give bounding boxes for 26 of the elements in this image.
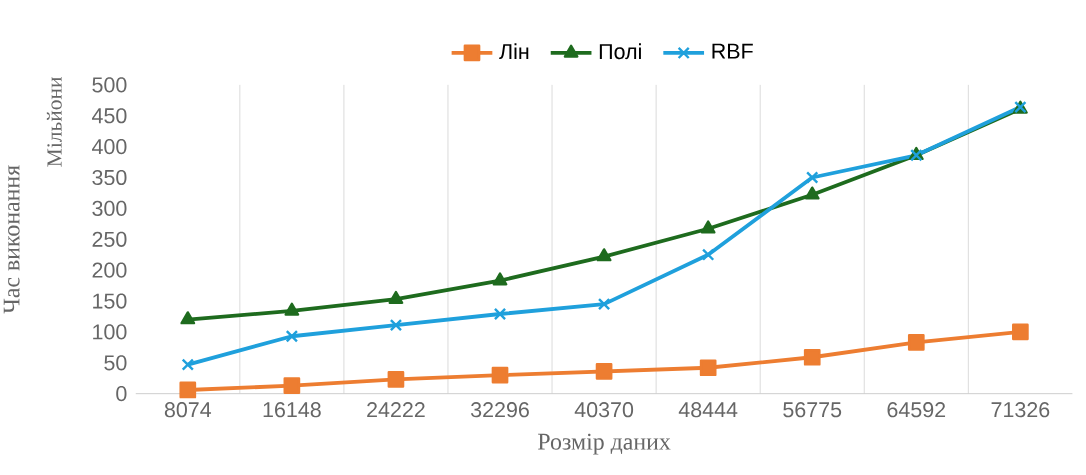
x-tick-label: 64592 [887,402,946,418]
y-tick-label: 250 [92,231,127,247]
x-tick-label: 24222 [367,402,425,418]
legend-label: Полі [599,43,641,60]
y-tick-label: 200 [92,262,127,278]
y-tick-label: 500 [92,77,127,93]
x-tick-label: 32296 [470,402,529,418]
x-tick-label: 48444 [678,402,738,418]
x-tick-label: 40370 [574,402,634,418]
y-tick-label: 0 [116,386,127,402]
legend-label: Лін [499,43,529,59]
y-tick-label: 100 [93,324,127,340]
x-tick-label: 16148 [263,402,321,418]
y-tick-label: 300 [92,200,127,216]
x-tick-label: 71326 [991,402,1050,418]
x-tick-label: 56775 [783,402,842,418]
y-axis-title: Час виконання [3,165,20,314]
y-tick-label: 400 [92,138,127,155]
y-tick-label: 50 [104,355,127,371]
x-tick-label: 8074 [164,402,212,418]
x-axis-title: Розмір даних [538,433,671,455]
legend-label: RBF [712,43,753,59]
y-tick-label: 450 [92,108,127,124]
text: Мільйони [46,76,62,167]
y-tick-label: 350 [92,169,127,186]
y-tick-label: 150 [93,293,127,309]
